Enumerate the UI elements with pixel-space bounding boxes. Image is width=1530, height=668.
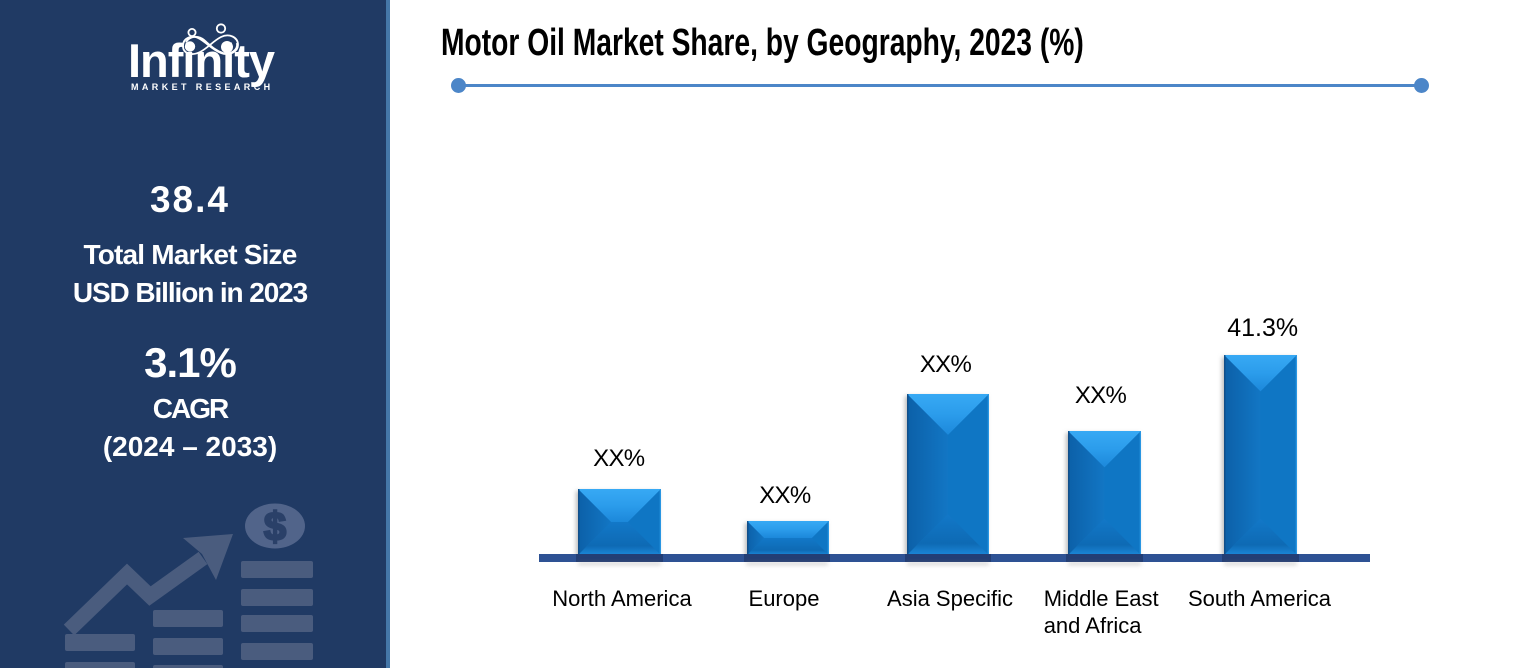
svg-text:$: $ xyxy=(264,505,286,549)
